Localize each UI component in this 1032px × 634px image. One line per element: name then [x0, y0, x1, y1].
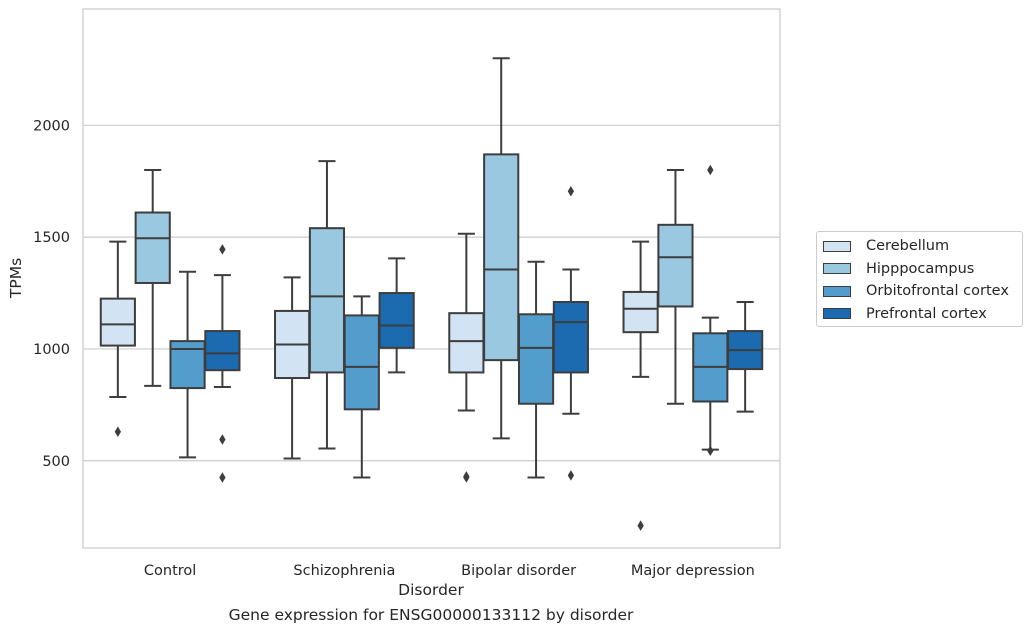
- legend-label: Prefrontal cortex: [866, 305, 987, 322]
- chart-caption: Gene expression for ENSG00000133112 by d…: [228, 606, 634, 624]
- legend-swatch: [823, 308, 851, 319]
- legend-item: Hipppocampus: [817, 258, 1022, 280]
- x-tick-label: Schizophrenia: [293, 563, 395, 579]
- iqr-box: [622, 290, 659, 334]
- box-cerebellum: [99, 240, 136, 437]
- box-prefrontal-cortex: [378, 257, 415, 374]
- outlier-point: [219, 472, 226, 483]
- legend-item: Prefrontal cortex: [817, 303, 1022, 325]
- box-hipppocampus: [483, 57, 520, 440]
- legend-swatch: [823, 240, 851, 252]
- legend: Cerebellum Hipppocampus Orbitofrontal cort…: [816, 231, 1023, 327]
- outlier-point: [637, 520, 644, 531]
- outlier-point: [219, 244, 226, 255]
- box-orbitofrontal-cortex: [692, 164, 729, 456]
- y-tick-label: 1500: [33, 230, 70, 246]
- iqr-box: [517, 313, 555, 405]
- legend-label: Cerebellum: [866, 238, 950, 254]
- outlier-point: [463, 471, 470, 482]
- iqr-box: [448, 312, 485, 374]
- x-tick-label: Bipolar disorder: [461, 563, 576, 579]
- iqr-box: [308, 227, 346, 374]
- x-tick-labels: Control Schizophrenia Bipolar disorder Majo…: [144, 563, 755, 579]
- outlier-point: [219, 434, 226, 445]
- iqr-box: [99, 297, 136, 347]
- iqr-box: [134, 211, 171, 284]
- outlier-point: [707, 445, 714, 456]
- y-axis-label: TPMs: [7, 258, 25, 299]
- box-cerebellum: [622, 240, 659, 531]
- x-axis-label: Disorder: [398, 581, 464, 599]
- box-hipppocampus: [308, 160, 346, 450]
- y-tick-label: 500: [42, 454, 70, 470]
- plot-frame: [82, 8, 781, 549]
- outlier-point: [567, 470, 575, 481]
- legend-swatch: [823, 285, 851, 297]
- box-hipppocampus: [134, 169, 171, 387]
- outlier-point: [114, 426, 121, 437]
- box-orbitofrontal-cortex: [517, 260, 555, 479]
- box-cerebellum: [448, 232, 485, 483]
- y-tick-label: 1000: [33, 342, 70, 358]
- legend-item: Cerebellum: [817, 235, 1022, 257]
- iqr-box: [378, 292, 415, 349]
- outlier-point: [567, 186, 575, 197]
- box-hipppocampus: [657, 169, 694, 405]
- y-tick-label: 2000: [33, 118, 70, 134]
- box-orbitofrontal-cortex: [343, 295, 380, 479]
- box-cerebellum: [274, 276, 311, 460]
- legend-swatch: [823, 263, 851, 274]
- iqr-box: [343, 314, 380, 411]
- iqr-box: [483, 153, 520, 362]
- legend-label: Hipppocampus: [866, 260, 975, 277]
- box-layer: [99, 57, 764, 531]
- x-tick-label: Control: [144, 563, 196, 579]
- box-prefrontal-cortex: [727, 300, 764, 413]
- box-orbitofrontal-cortex: [169, 270, 206, 459]
- legend-label: Orbitofrontal cortex: [866, 283, 1009, 299]
- x-tick-label: Major depression: [631, 563, 755, 579]
- legend-item: Orbitofrontal cortex: [817, 280, 1022, 302]
- box-prefrontal-cortex: [552, 186, 589, 481]
- outlier-point: [707, 164, 714, 176]
- iqr-box: [657, 223, 694, 308]
- box-prefrontal-cortex: [204, 244, 241, 483]
- iqr-box: [204, 330, 241, 372]
- iqr-box: [552, 300, 589, 374]
- y-tick-labels: 500 1000 1500 2000: [33, 118, 70, 469]
